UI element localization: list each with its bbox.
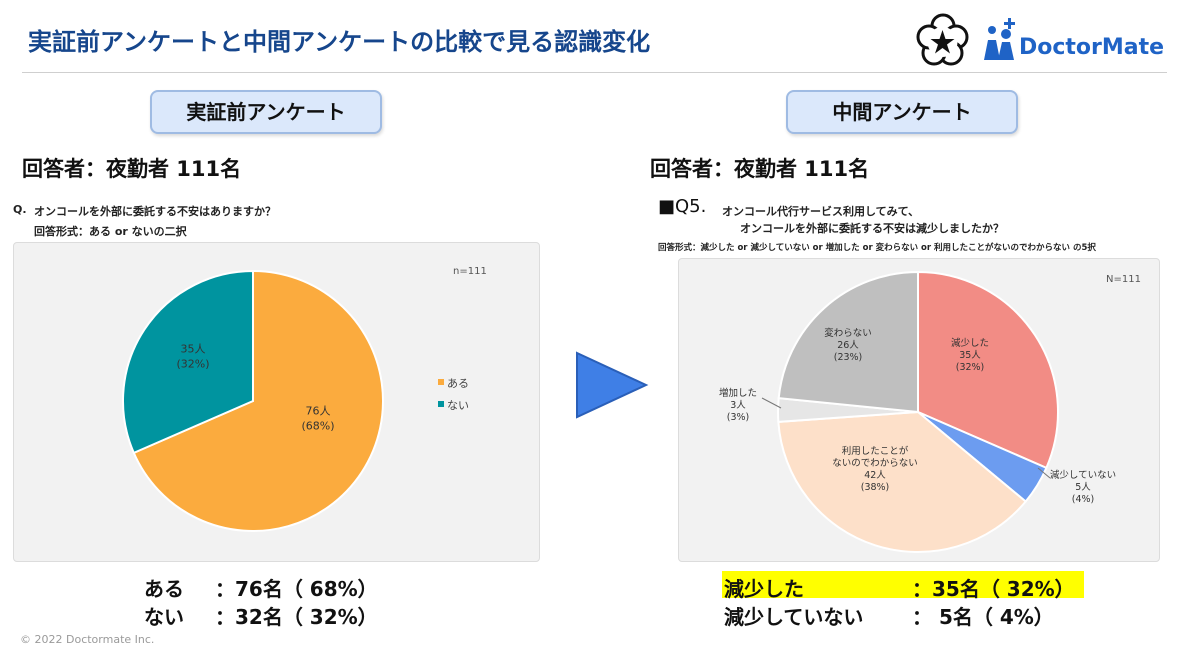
pie-label-0-1-1: 35人: [181, 343, 206, 356]
pie-label-1-0-1: 減少した: [951, 337, 989, 349]
pie-label-0-0-1: 76人: [306, 405, 331, 418]
leader-line-increased: [761, 397, 782, 409]
pie-label-1-3-2: 3人: [730, 400, 746, 411]
summary-label-nai: ない: [144, 605, 184, 629]
pie-label-1-2-2: ないのでわからない: [832, 458, 918, 469]
question-mid-line2: オンコールを外部に委託する不安は減少しましたか？: [740, 222, 1004, 235]
pie-slice-1-4: [777, 270, 919, 414]
pie-slice-1-0: [917, 270, 1059, 470]
pie-chart-before: 76人 (68%) 35人 (32%) n=111 ある ない: [122, 266, 487, 532]
doctor-person-icon: [984, 18, 1015, 60]
question-mid-line1: オンコール代行サービス利用してみて、: [722, 205, 920, 218]
highlight-bar: [722, 571, 1084, 598]
sample-size-label: N=111: [1106, 274, 1141, 285]
pie-label-1-0-2: 35人: [959, 350, 981, 361]
legend: ある ない: [438, 377, 469, 412]
respondents-mid: 回答者：夜勤者 111名: [650, 157, 870, 181]
pie-slice-0-1: [122, 269, 254, 455]
question-prefix-before: Q.: [13, 203, 27, 216]
pie-slice-1-2: [777, 410, 1028, 553]
pie-label-0-0-2: (68%): [301, 420, 334, 433]
pie-label-1-4-2: 26人: [837, 340, 859, 351]
legend-label-nai: ない: [447, 399, 469, 412]
answer-format-before: 回答形式：ある or ないの二択: [34, 225, 187, 238]
pie-label-0-1-2: (32%): [176, 358, 209, 371]
logo-wordmark: DoctorMate: [1019, 35, 1164, 60]
answer-format-mid: 回答形式：減少した or 減少していない or 増加した or 変わらない or…: [658, 243, 1096, 253]
copyright: © 2022 Doctormate Inc.: [20, 633, 155, 646]
pie-label-1-4-1: 変わらない: [824, 327, 872, 339]
section-label-mid: 中間アンケート: [786, 90, 1018, 134]
respondents-before: 回答者：夜勤者 111名: [22, 157, 242, 181]
pie-label-1-2-3: 42人: [864, 470, 886, 481]
pie-label-1-2-1: 利用したことが: [842, 445, 909, 457]
pie-label-1-4-3: (23%): [834, 352, 863, 363]
right-arrow-icon: [576, 351, 649, 419]
pie-label-1-0-3: (32%): [956, 362, 985, 373]
legend-swatch-aru: [438, 379, 444, 385]
flower-logo-icon: [916, 13, 969, 66]
legend-swatch-nai: [438, 401, 444, 407]
summary-label-not-decreased: 減少していない: [724, 605, 864, 629]
pie-label-1-3-3: (3%): [727, 412, 749, 423]
summary-value-decreased: ：35名（ 32%）: [912, 577, 1075, 601]
page-title: 実証前アンケートと中間アンケートの比較で見る認識変化: [28, 28, 651, 56]
pie-label-1-3-1: 増加した: [719, 387, 757, 399]
sample-size-label: n=111: [453, 266, 487, 277]
pie-label-1-1-2: 5人: [1075, 482, 1091, 493]
pie-label-1-1-1: 減少していない: [1050, 469, 1116, 481]
summary-value-nai: ：32名（ 32%）: [215, 605, 378, 629]
question-prefix-mid: ■Q5.: [658, 196, 707, 217]
logo: DoctorMate: [916, 13, 1164, 66]
legend-label-aru: ある: [447, 377, 469, 390]
pie-label-1-2-4: (38%): [861, 482, 890, 493]
header-divider: [22, 72, 1167, 73]
question-before: オンコールを外部に委託する不安はありますか？: [34, 205, 276, 218]
pie-label-1-1-3: (4%): [1072, 494, 1094, 505]
section-label-before: 実証前アンケート: [150, 90, 382, 134]
summary-label-aru: ある: [144, 577, 184, 601]
summary-label-decreased: 減少した: [724, 577, 804, 601]
summary-value-not-decreased: ： 5名（ 4%）: [912, 605, 1054, 629]
pie-slice-0-0: [132, 269, 384, 532]
leader-line-not-decreased: [1037, 467, 1051, 479]
summary-value-aru: ：76名（ 68%）: [215, 577, 378, 601]
